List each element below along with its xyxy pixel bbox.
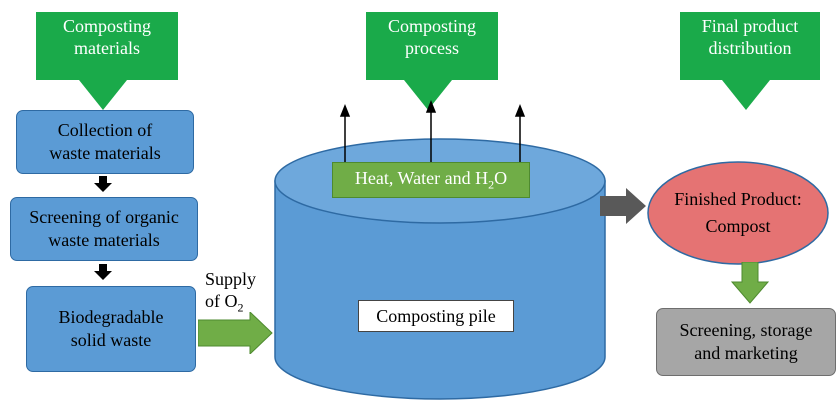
emission-subscript: 2	[488, 177, 495, 192]
callout-distribution-line2: distribution	[708, 38, 792, 58]
callout-process-stem	[416, 74, 440, 82]
step-collection-line1: Collection of	[57, 120, 153, 140]
finished-product-text: Finished Product: Compost	[646, 186, 830, 240]
emission-text: Heat, Water and H	[354, 168, 489, 188]
step-screening-line2: waste materials	[48, 230, 160, 250]
callout-materials-stem	[91, 74, 115, 82]
final-step-line2: and marketing	[694, 343, 798, 363]
callout-materials-line2: materials	[74, 38, 140, 58]
callout-composting-materials: Composting materials	[36, 12, 178, 80]
emission-box: Heat, Water and H2O	[332, 162, 530, 198]
callout-composting-process: Composting process	[366, 12, 498, 80]
finished-line2: Compost	[705, 216, 771, 236]
callout-process-line1: Composting	[387, 16, 476, 36]
down-arrow-icon-2	[94, 264, 112, 280]
oxygen-supply-label: Supply of O2	[205, 268, 256, 319]
callout-distribution-arrow-icon	[722, 80, 770, 110]
final-step-line1: Screening, storage	[679, 320, 813, 340]
gray-arrow-icon	[600, 188, 646, 224]
oxygen-supply-line1: Supply	[205, 269, 257, 289]
callout-process-arrow-icon	[404, 80, 452, 110]
down-arrow-icon-1	[94, 176, 112, 192]
step-biodegradable-line1: Biodegradable	[58, 307, 164, 327]
oxygen-arrow-icon	[198, 312, 273, 354]
step-collection-line2: waste materials	[49, 143, 161, 163]
finished-product-ellipse	[647, 161, 829, 265]
step-screening-box: Screening of organic waste materials	[10, 197, 198, 261]
callout-materials-line1: Composting	[62, 16, 151, 36]
oxygen-subscript: 2	[237, 300, 244, 315]
step-screening-line1: Screening of organic	[29, 207, 179, 227]
callout-distribution-stem	[734, 74, 758, 82]
step-collection-box: Collection of waste materials	[16, 110, 194, 174]
callout-process-line2: process	[405, 38, 459, 58]
final-step-box: Screening, storage and marketing	[656, 308, 836, 376]
finished-line1: Finished Product:	[674, 189, 802, 209]
composting-pile-label: Composting pile	[358, 300, 514, 332]
green-down-arrow-icon	[730, 262, 770, 304]
callout-distribution-line1: Final product	[701, 16, 799, 36]
callout-final-product-distribution: Final product distribution	[680, 12, 820, 80]
step-biodegradable-box: Biodegradable solid waste	[26, 286, 196, 372]
oxygen-supply-line2: of O2	[205, 290, 256, 319]
oxygen-of: of O	[205, 291, 238, 311]
composting-pile-text: Composting pile	[376, 306, 496, 326]
step-biodegradable-line2: solid waste	[70, 330, 152, 350]
callout-materials-arrow-icon	[79, 80, 127, 110]
emission-tail: O	[494, 168, 508, 188]
